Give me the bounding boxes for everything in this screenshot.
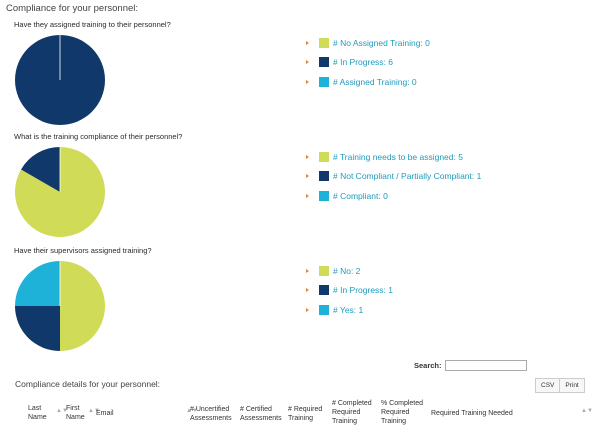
pie-slice[interactable] [21,147,61,192]
column-header-required-training-needed[interactable]: Required Training Needed [431,410,513,417]
search-input[interactable] [444,360,527,371]
legend-label[interactable]: # Training needs to be assigned: 5 [333,151,463,162]
column-header-email[interactable]: Email [96,410,114,417]
csv-button[interactable]: CSV [535,378,561,393]
legend-label[interactable]: # Compliant: 0 [333,190,388,201]
pie-slice[interactable] [60,261,105,351]
pie-chart [14,147,106,237]
section-title: Compliance for your personnel: [6,3,139,14]
sort-icon[interactable]: ▲▼ [186,408,198,414]
expand-arrow-icon[interactable] [306,193,309,198]
legend-item[interactable]: # Training needs to be assigned: 5 [306,147,481,167]
legend-item[interactable]: # Yes: 1 [306,300,393,320]
legend-swatch [319,151,329,162]
legend-label[interactable]: # Not Compliant / Partially Compliant: 1 [333,171,482,182]
legend-item[interactable]: # In Progress: 6 [306,53,430,73]
pie-slice[interactable] [15,306,60,351]
column-header-completed-required-training[interactable]: # Completed Required Training [332,400,372,425]
chart-question: Have they assigned training to their per… [14,20,171,29]
pie-slice[interactable] [15,261,60,306]
column-header-first-name[interactable]: First Name [66,405,85,421]
legend-label[interactable]: # No: 2 [333,265,361,276]
legend-label[interactable]: # In Progress: 1 [333,285,394,296]
legend-swatch [319,76,329,87]
legend-item[interactable]: # No: 2 [306,261,393,281]
chart-question: What is the training compliance of their… [14,132,183,141]
search-label: Search: [414,361,442,370]
sort-icon[interactable]: ▲▼ [581,408,593,414]
legend-swatch [319,37,329,48]
sort-icon[interactable]: ▲▼ [88,408,100,414]
legend-swatch [319,304,329,315]
sort-icon[interactable]: ▲▼ [56,408,68,414]
legend-item[interactable]: # Not Compliant / Partially Compliant: 1 [306,167,481,187]
expand-arrow-icon[interactable] [306,154,309,159]
legend-swatch [319,190,329,201]
column-header-last-name[interactable]: Last Name [28,405,47,421]
expand-arrow-icon[interactable] [306,288,309,293]
expand-arrow-icon[interactable] [306,307,309,312]
legend-swatch [319,57,329,68]
legend-swatch [319,285,329,296]
legend-label[interactable]: # Assigned Training: 0 [333,76,417,87]
column-header-percent-completed-required-training[interactable]: % Completed Required Training [381,400,424,425]
legend-label[interactable]: # In Progress: 6 [333,57,394,68]
table-header: Last Name ▲▼ First Name ▲▼ Email ▲▼ # Un… [26,398,593,428]
chart-question: Have their supervisors assigned training… [14,246,152,255]
legend-item[interactable]: # In Progress: 1 [306,281,393,301]
column-header-certified-assessments[interactable]: # Certified Assessments [240,406,282,422]
legend-swatch [319,265,329,276]
chart-legend: # No Assigned Training: 0 # In Progress:… [306,33,430,92]
search-bar: Search: [414,360,527,371]
pie-chart [15,35,105,125]
legend-label[interactable]: # Yes: 1 [333,304,364,315]
column-header-required-training[interactable]: # Required Training [288,406,323,422]
expand-arrow-icon[interactable] [306,40,309,45]
expand-arrow-icon[interactable] [306,60,309,65]
expand-arrow-icon[interactable] [306,174,309,179]
chart-legend: # No: 2 # In Progress: 1 # Yes: 1 [306,261,393,320]
legend-item[interactable]: # Assigned Training: 0 [306,72,430,92]
legend-item[interactable]: # Compliant: 0 [306,186,481,206]
legend-label[interactable]: # No Assigned Training: 0 [333,37,430,48]
legend-swatch [319,171,329,182]
chart-legend: # Training needs to be assigned: 5 # Not… [306,147,481,206]
details-title: Compliance details for your personnel: [15,379,161,389]
pie-chart [15,261,105,351]
print-button[interactable]: Print [559,378,585,393]
expand-arrow-icon[interactable] [306,268,309,273]
column-header-uncertified-assessments[interactable]: # Uncertified Assessments [190,406,232,422]
legend-item[interactable]: # No Assigned Training: 0 [306,33,430,53]
export-buttons: CSV Print [535,378,585,393]
expand-arrow-icon[interactable] [306,79,309,84]
